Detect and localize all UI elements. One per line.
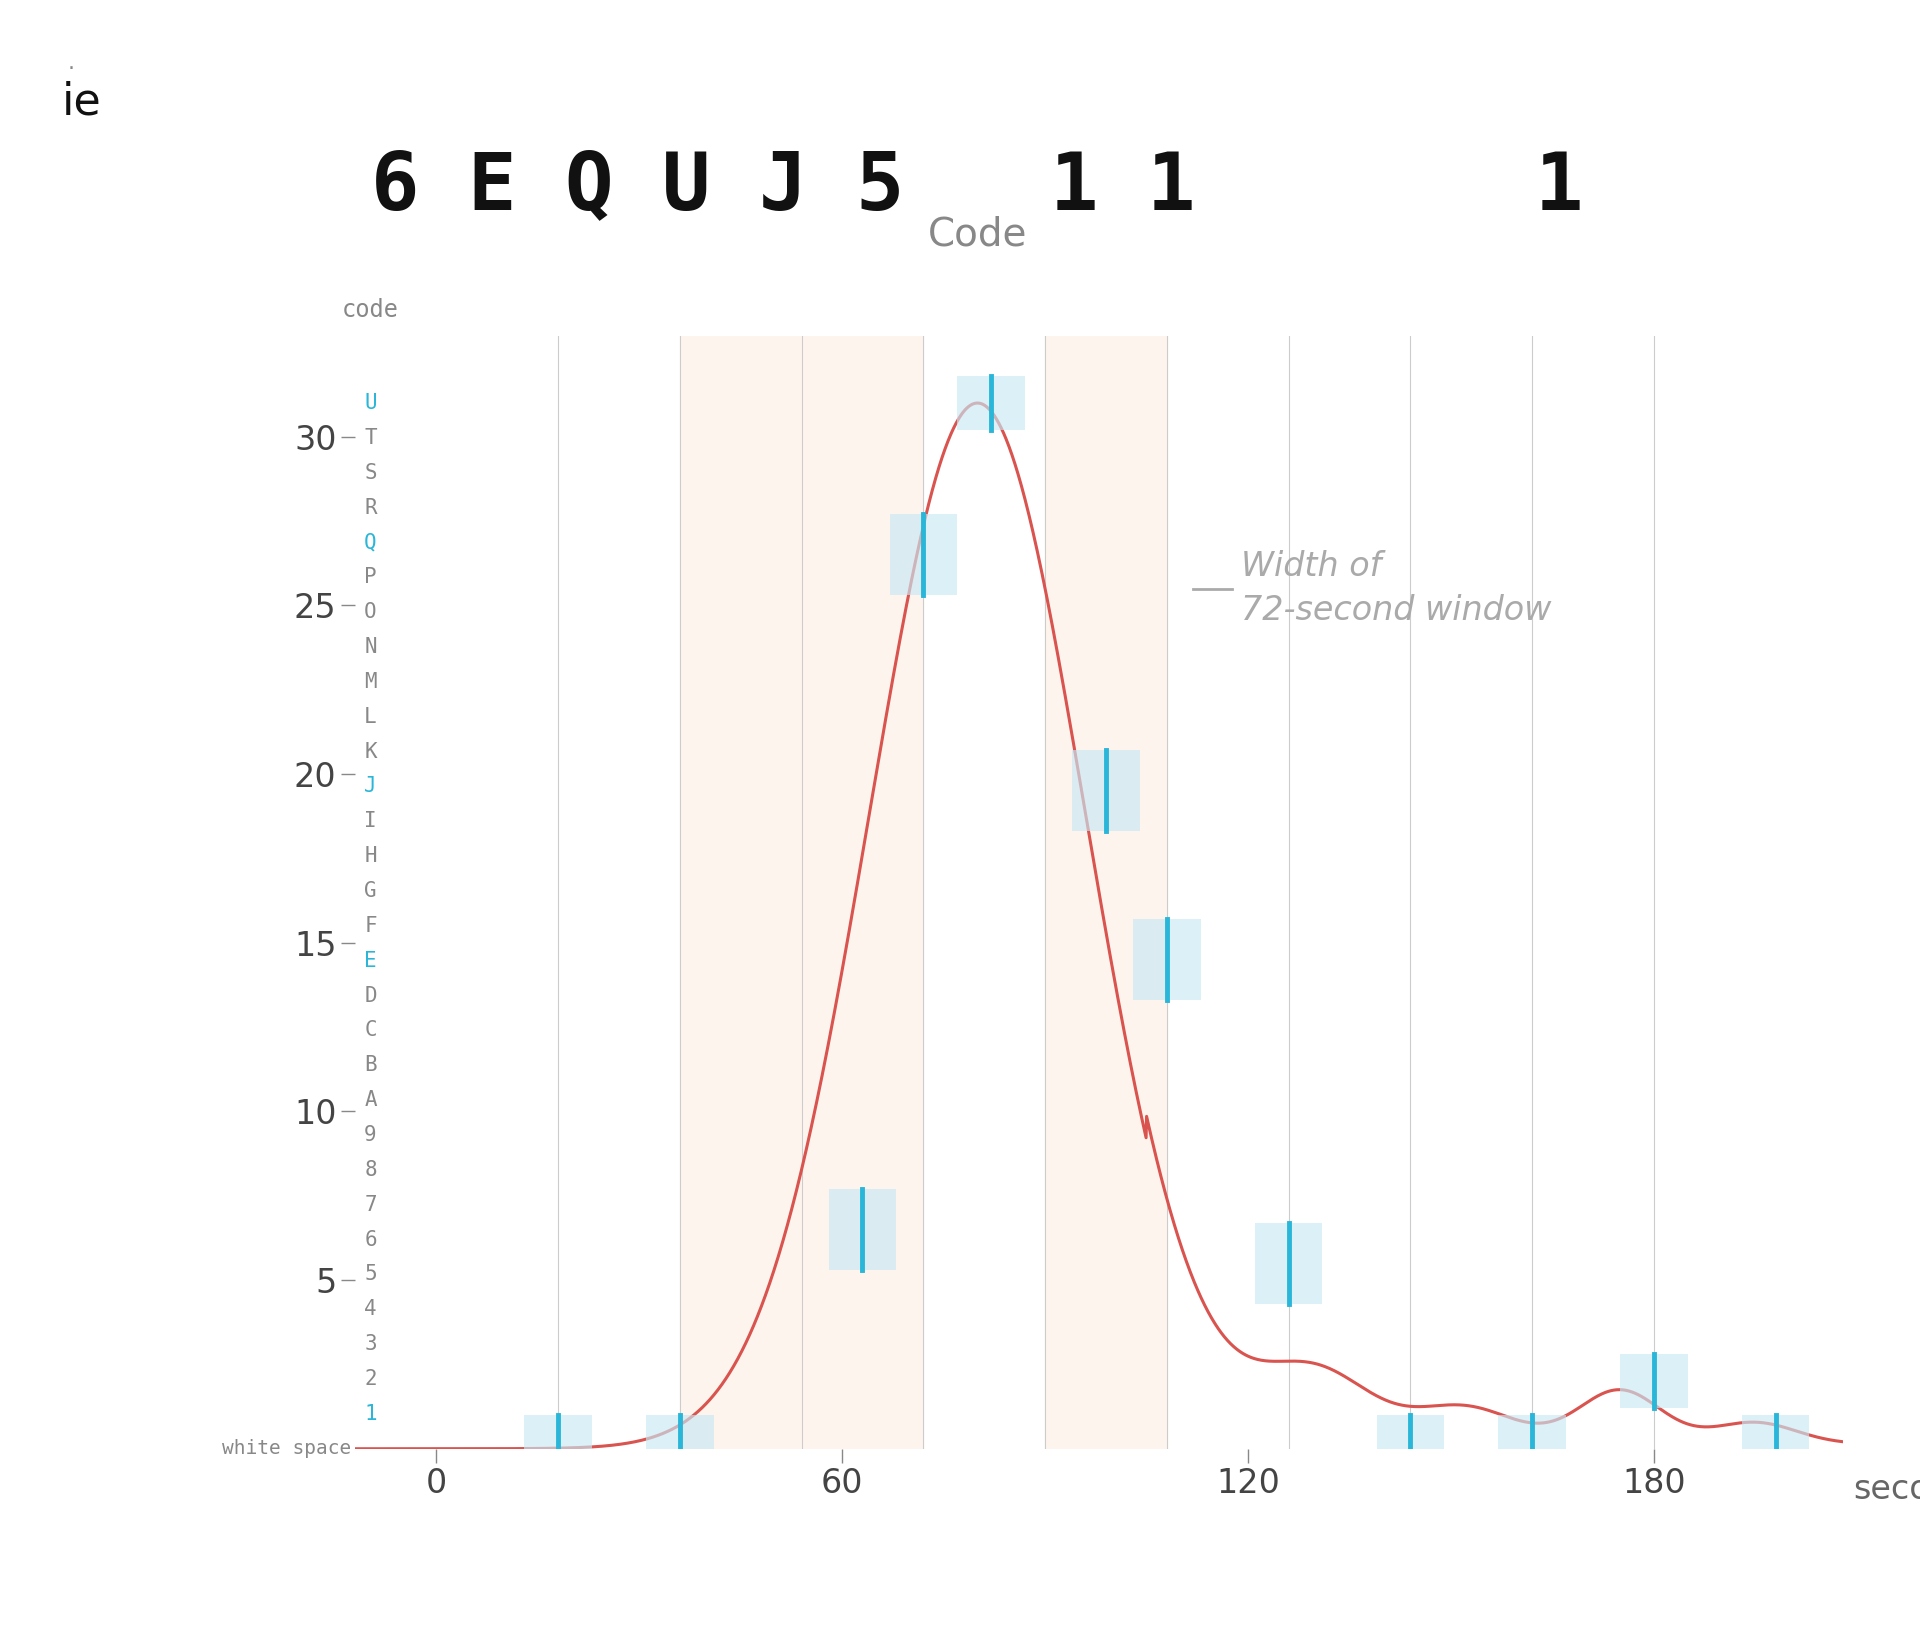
Text: B: B [365, 1056, 376, 1076]
Text: N: N [365, 637, 376, 656]
Text: 2: 2 [365, 1369, 376, 1390]
Bar [1133, 918, 1200, 1000]
Bar [889, 514, 958, 596]
Text: 1: 1 [365, 1405, 376, 1424]
Text: 4: 4 [365, 1300, 376, 1319]
Text: S: S [365, 463, 376, 483]
Bar [1741, 1414, 1809, 1449]
Text: Q: Q [365, 532, 376, 552]
Text: code: code [342, 298, 399, 322]
Text: R: R [365, 498, 376, 517]
Text: U: U [365, 393, 376, 413]
Bar [1620, 1354, 1688, 1408]
Bar [645, 1414, 714, 1449]
Bar [524, 1414, 591, 1449]
Text: F: F [365, 915, 376, 936]
Bar [1377, 1414, 1444, 1449]
Text: E: E [365, 951, 376, 971]
Text: 6 E Q U J 5   1 1       1: 6 E Q U J 5 1 1 1 [371, 147, 1584, 226]
Bar [829, 1188, 897, 1270]
Text: O: O [365, 602, 376, 622]
Text: C: C [365, 1020, 376, 1041]
Text: J: J [365, 776, 376, 797]
Bar [1256, 1223, 1323, 1303]
Text: T: T [365, 427, 376, 449]
Text: L: L [365, 707, 376, 727]
Bar [958, 377, 1025, 431]
Text: 5: 5 [365, 1264, 376, 1285]
Text: 3: 3 [365, 1334, 376, 1354]
Bar [680, 336, 924, 1449]
Text: Width of
72-second window: Width of 72-second window [1240, 550, 1551, 627]
Bar [1044, 336, 1167, 1449]
Text: G: G [365, 881, 376, 900]
Text: A: A [365, 1090, 376, 1110]
Text: seconds: seconds [1853, 1473, 1920, 1506]
Text: .: . [67, 52, 75, 72]
Text: H: H [365, 846, 376, 866]
Bar [1498, 1414, 1567, 1449]
Text: M: M [365, 671, 376, 692]
Text: Code: Code [927, 216, 1027, 254]
Text: 9: 9 [365, 1125, 376, 1144]
Text: I: I [365, 812, 376, 832]
Text: D: D [365, 985, 376, 1005]
Text: 6: 6 [365, 1229, 376, 1249]
Text: 8: 8 [365, 1161, 376, 1180]
Text: ie: ie [61, 80, 102, 123]
Text: white space: white space [223, 1439, 351, 1459]
Text: P: P [365, 568, 376, 588]
Bar [1071, 750, 1140, 832]
Text: 7: 7 [365, 1195, 376, 1215]
Text: K: K [365, 742, 376, 761]
